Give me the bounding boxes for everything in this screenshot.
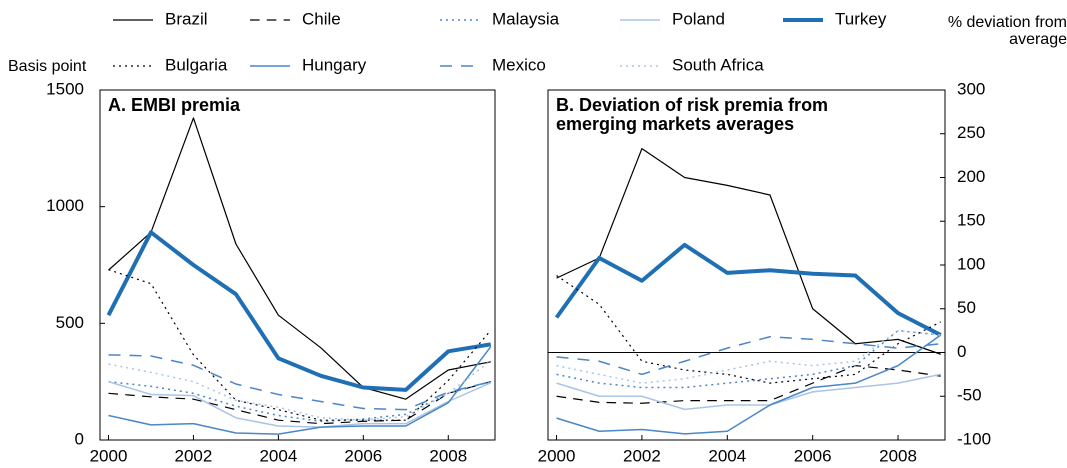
x-tick-label: 2000 <box>538 446 576 465</box>
x-tick-label: 2000 <box>90 446 128 465</box>
series-line <box>556 336 941 376</box>
y-tick-label: 200 <box>957 167 985 186</box>
series-line <box>554 242 942 337</box>
y-tick-label: -100 <box>957 429 991 448</box>
series-line <box>108 380 492 428</box>
plot-frame <box>547 89 946 441</box>
legend-label: Brazil <box>165 9 208 28</box>
x-tick-label: 2004 <box>259 446 297 465</box>
y-tick-label: 100 <box>957 254 985 273</box>
plot-frame <box>99 89 496 441</box>
series-line <box>108 380 491 423</box>
series-line <box>556 148 941 355</box>
y-tick-label: 1000 <box>46 196 84 215</box>
y-tick-label: 250 <box>957 123 985 142</box>
legend-label: Chile <box>302 9 341 28</box>
legend-label: Poland <box>672 9 725 28</box>
x-tick-label: 2006 <box>794 446 832 465</box>
legend-label: Malaysia <box>492 9 560 28</box>
y-axis-label: Basis point <box>8 58 87 75</box>
x-tick-label: 2002 <box>175 446 213 465</box>
y-tick-label: 150 <box>957 211 985 230</box>
panel-title: B. Deviation of risk premia from emergin… <box>556 95 829 134</box>
series-line <box>108 354 491 411</box>
series-line <box>556 365 941 404</box>
x-tick-label: 2008 <box>879 446 917 465</box>
series-line <box>106 230 492 392</box>
series-line <box>108 269 492 421</box>
x-tick-label: 2008 <box>429 446 467 465</box>
legend-label: Mexico <box>492 55 546 74</box>
series-line <box>108 346 492 435</box>
x-tick-label: 2004 <box>708 446 746 465</box>
y-axis-label: % deviation from average <box>947 14 1067 48</box>
x-tick-label: 2006 <box>344 446 382 465</box>
x-tick-label: 2002 <box>623 446 661 465</box>
legend-label: Bulgaria <box>165 55 228 74</box>
series-line <box>108 117 491 400</box>
series-line <box>556 275 942 384</box>
y-tick-label: -50 <box>957 386 982 405</box>
series-line <box>108 360 492 421</box>
series-line <box>556 329 941 384</box>
legend-label: Hungary <box>302 55 367 74</box>
y-tick-label: 1500 <box>46 79 84 98</box>
y-tick-label: 300 <box>957 79 985 98</box>
series-line <box>556 334 942 435</box>
legend-label: South Africa <box>672 55 764 74</box>
y-tick-label: 0 <box>957 342 966 361</box>
panel-title: A. EMBI premia <box>108 95 241 115</box>
legend-label: Turkey <box>835 9 887 28</box>
series-line <box>556 373 941 411</box>
series-line <box>108 381 491 425</box>
series-line <box>556 329 941 389</box>
y-tick-label: 50 <box>957 298 976 317</box>
y-tick-label: 0 <box>75 429 84 448</box>
y-tick-label: 500 <box>56 313 84 332</box>
